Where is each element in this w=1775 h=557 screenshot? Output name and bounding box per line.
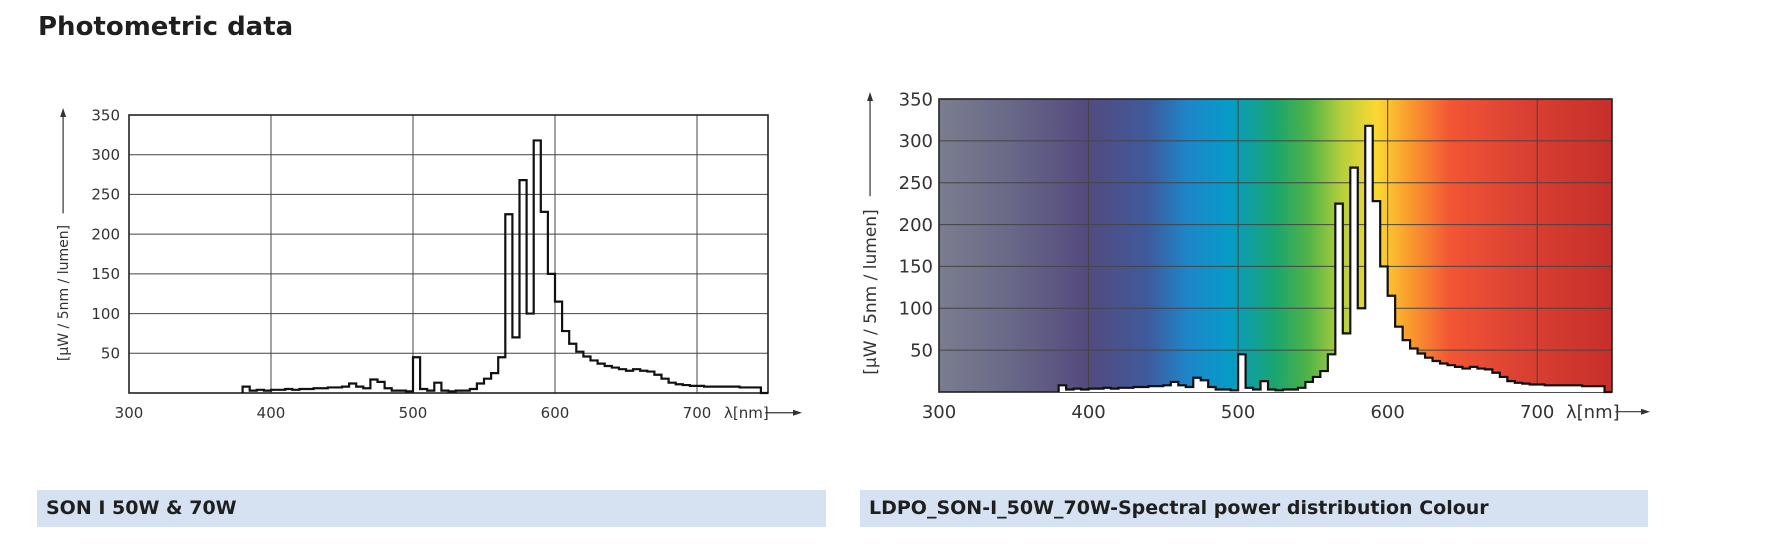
spectral-chart-left: 300 400 500 600 700 50 100 150 200 250 300 350 λ[nm]… [56, 106, 802, 422]
x-tick-label: 600 [1370, 402, 1404, 423]
x-tick-label: 700 [683, 404, 712, 422]
y-tick-label: 250 [899, 173, 933, 194]
x-tick-label: 400 [257, 404, 286, 422]
x-tick-label: 300 [115, 404, 144, 422]
spectral-chart-right: 300 400 500 600 700 50 100 150 200 250 300 350 λ[nm]… [861, 89, 1650, 423]
y-axis-label: [µW / 5nm / lumen] [56, 225, 72, 361]
x-tick-label: 400 [1071, 402, 1105, 423]
plot-frame [128, 114, 769, 394]
spectrum-background [939, 99, 1612, 392]
x-axis-arrow-head [1641, 408, 1650, 415]
x-tick-label: 600 [541, 404, 570, 422]
x-tick-label: 300 [922, 402, 956, 423]
page-title: Photometric data [38, 12, 294, 42]
spectrum-series-line [241, 139, 768, 395]
y-tick-label: 50 [101, 345, 120, 363]
x-axis-label: λ[nm] [724, 404, 769, 422]
y-tick-label: 200 [899, 215, 933, 236]
x-axis-arrow-head [793, 409, 802, 416]
plot-area [128, 114, 769, 395]
x-tick-label: 700 [1520, 402, 1554, 423]
y-tick-label: 300 [91, 146, 120, 164]
y-tick-label: 350 [91, 106, 120, 124]
spectrum-series-line [1057, 124, 1612, 394]
caption-left: SON I 50W & 70W [37, 490, 826, 527]
y-tick-label: 200 [91, 225, 120, 243]
y-tick-label: 100 [91, 305, 120, 323]
y-axis-label: [µW / 5nm / lumen] [861, 209, 881, 374]
y-axis-arrow-head [60, 108, 67, 117]
caption-right: LDPO_SON-I_50W_70W-Spectral power distri… [860, 490, 1648, 527]
y-tick-label: 150 [91, 265, 120, 283]
y-tick-label: 350 [899, 89, 933, 110]
y-tick-label: 250 [91, 186, 120, 204]
y-tick-label: 100 [899, 299, 933, 320]
x-axis-label: λ[nm] [1566, 402, 1620, 423]
y-tick-label: 150 [899, 257, 933, 278]
x-tick-label: 500 [399, 404, 428, 422]
y-axis-arrow-head [867, 92, 874, 101]
y-tick-label: 300 [899, 131, 933, 152]
plot-area [938, 98, 1613, 394]
x-tick-label: 500 [1221, 402, 1255, 423]
y-tick-label: 50 [910, 340, 933, 361]
